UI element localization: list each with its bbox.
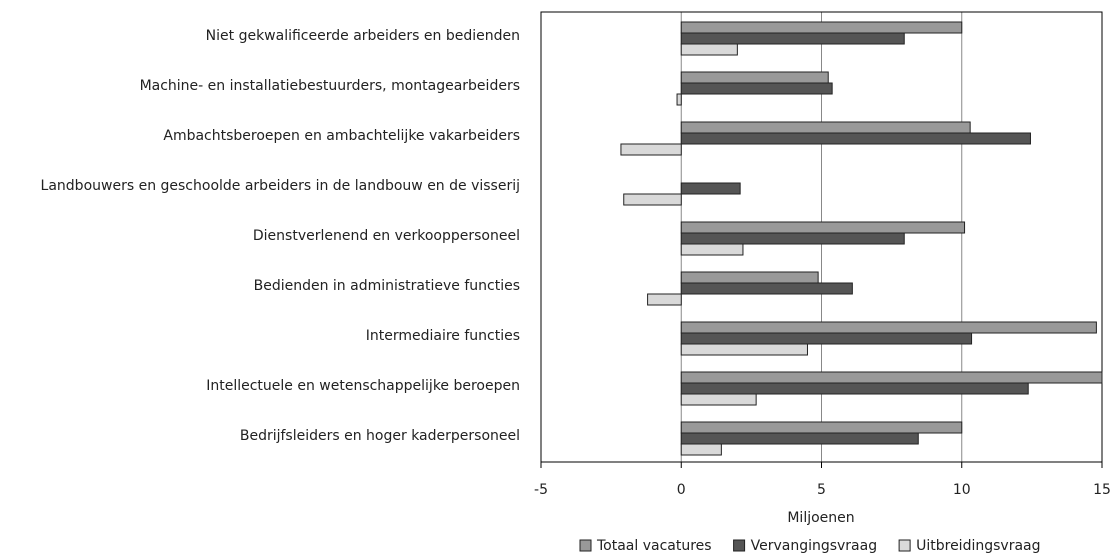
bar <box>680 82 833 95</box>
legend-swatch <box>733 539 746 552</box>
x-tick-label: 15 <box>1093 482 1111 498</box>
y-tick-label: Landbouwers en geschoolde arbeiders in d… <box>41 178 520 194</box>
x-tick-label: 0 <box>677 482 686 498</box>
bar <box>680 382 1029 395</box>
bar <box>680 232 905 245</box>
y-tick-label: Intellectuele en wetenschappelijke beroe… <box>206 378 520 394</box>
y-tick-label: Bedrijfsleiders en hoger kaderpersoneel <box>240 428 520 444</box>
x-tick-label: 10 <box>953 482 971 498</box>
bar <box>680 321 1097 334</box>
y-tick-label: Machine- en installatiebestuurders, mont… <box>140 78 520 94</box>
bar <box>676 93 682 106</box>
legend-label: Totaal vacatures <box>596 538 712 554</box>
bar <box>680 32 905 45</box>
bar <box>680 343 808 356</box>
y-tick-label: Bedienden in administratieve functies <box>254 278 520 294</box>
bar <box>680 182 741 195</box>
legend-swatch <box>898 539 911 552</box>
bar <box>680 282 853 295</box>
bar <box>680 132 1031 145</box>
x-axis-label: Miljoenen <box>787 510 854 526</box>
y-tick-label: Ambachtsberoepen en ambachtelijke vakarb… <box>163 128 520 144</box>
bar <box>680 121 971 134</box>
y-tick-label: Intermediaire functies <box>366 328 520 344</box>
bar <box>680 43 738 56</box>
bar <box>647 293 682 306</box>
bar <box>680 432 919 445</box>
bar <box>680 393 757 406</box>
bar <box>680 443 722 456</box>
y-tick-label: Dienstverlenend en verkooppersoneel <box>253 228 520 244</box>
bar <box>680 71 829 84</box>
bar <box>623 193 682 206</box>
bar <box>620 143 682 156</box>
bar <box>680 371 1103 384</box>
legend-label: Uitbreidingsvraag <box>916 538 1040 554</box>
x-tick-label: -5 <box>534 482 548 498</box>
bar <box>680 421 963 434</box>
bar <box>680 332 973 345</box>
bar <box>680 21 963 34</box>
x-tick-label: 5 <box>817 482 826 498</box>
plot-frame <box>540 11 1103 463</box>
bar <box>680 221 966 234</box>
bar <box>680 271 819 284</box>
legend-swatch <box>579 539 592 552</box>
bar <box>680 243 744 256</box>
y-tick-label: Niet gekwalificeerde arbeiders en bedien… <box>206 28 520 44</box>
legend-label: Vervangingsvraag <box>751 538 878 554</box>
